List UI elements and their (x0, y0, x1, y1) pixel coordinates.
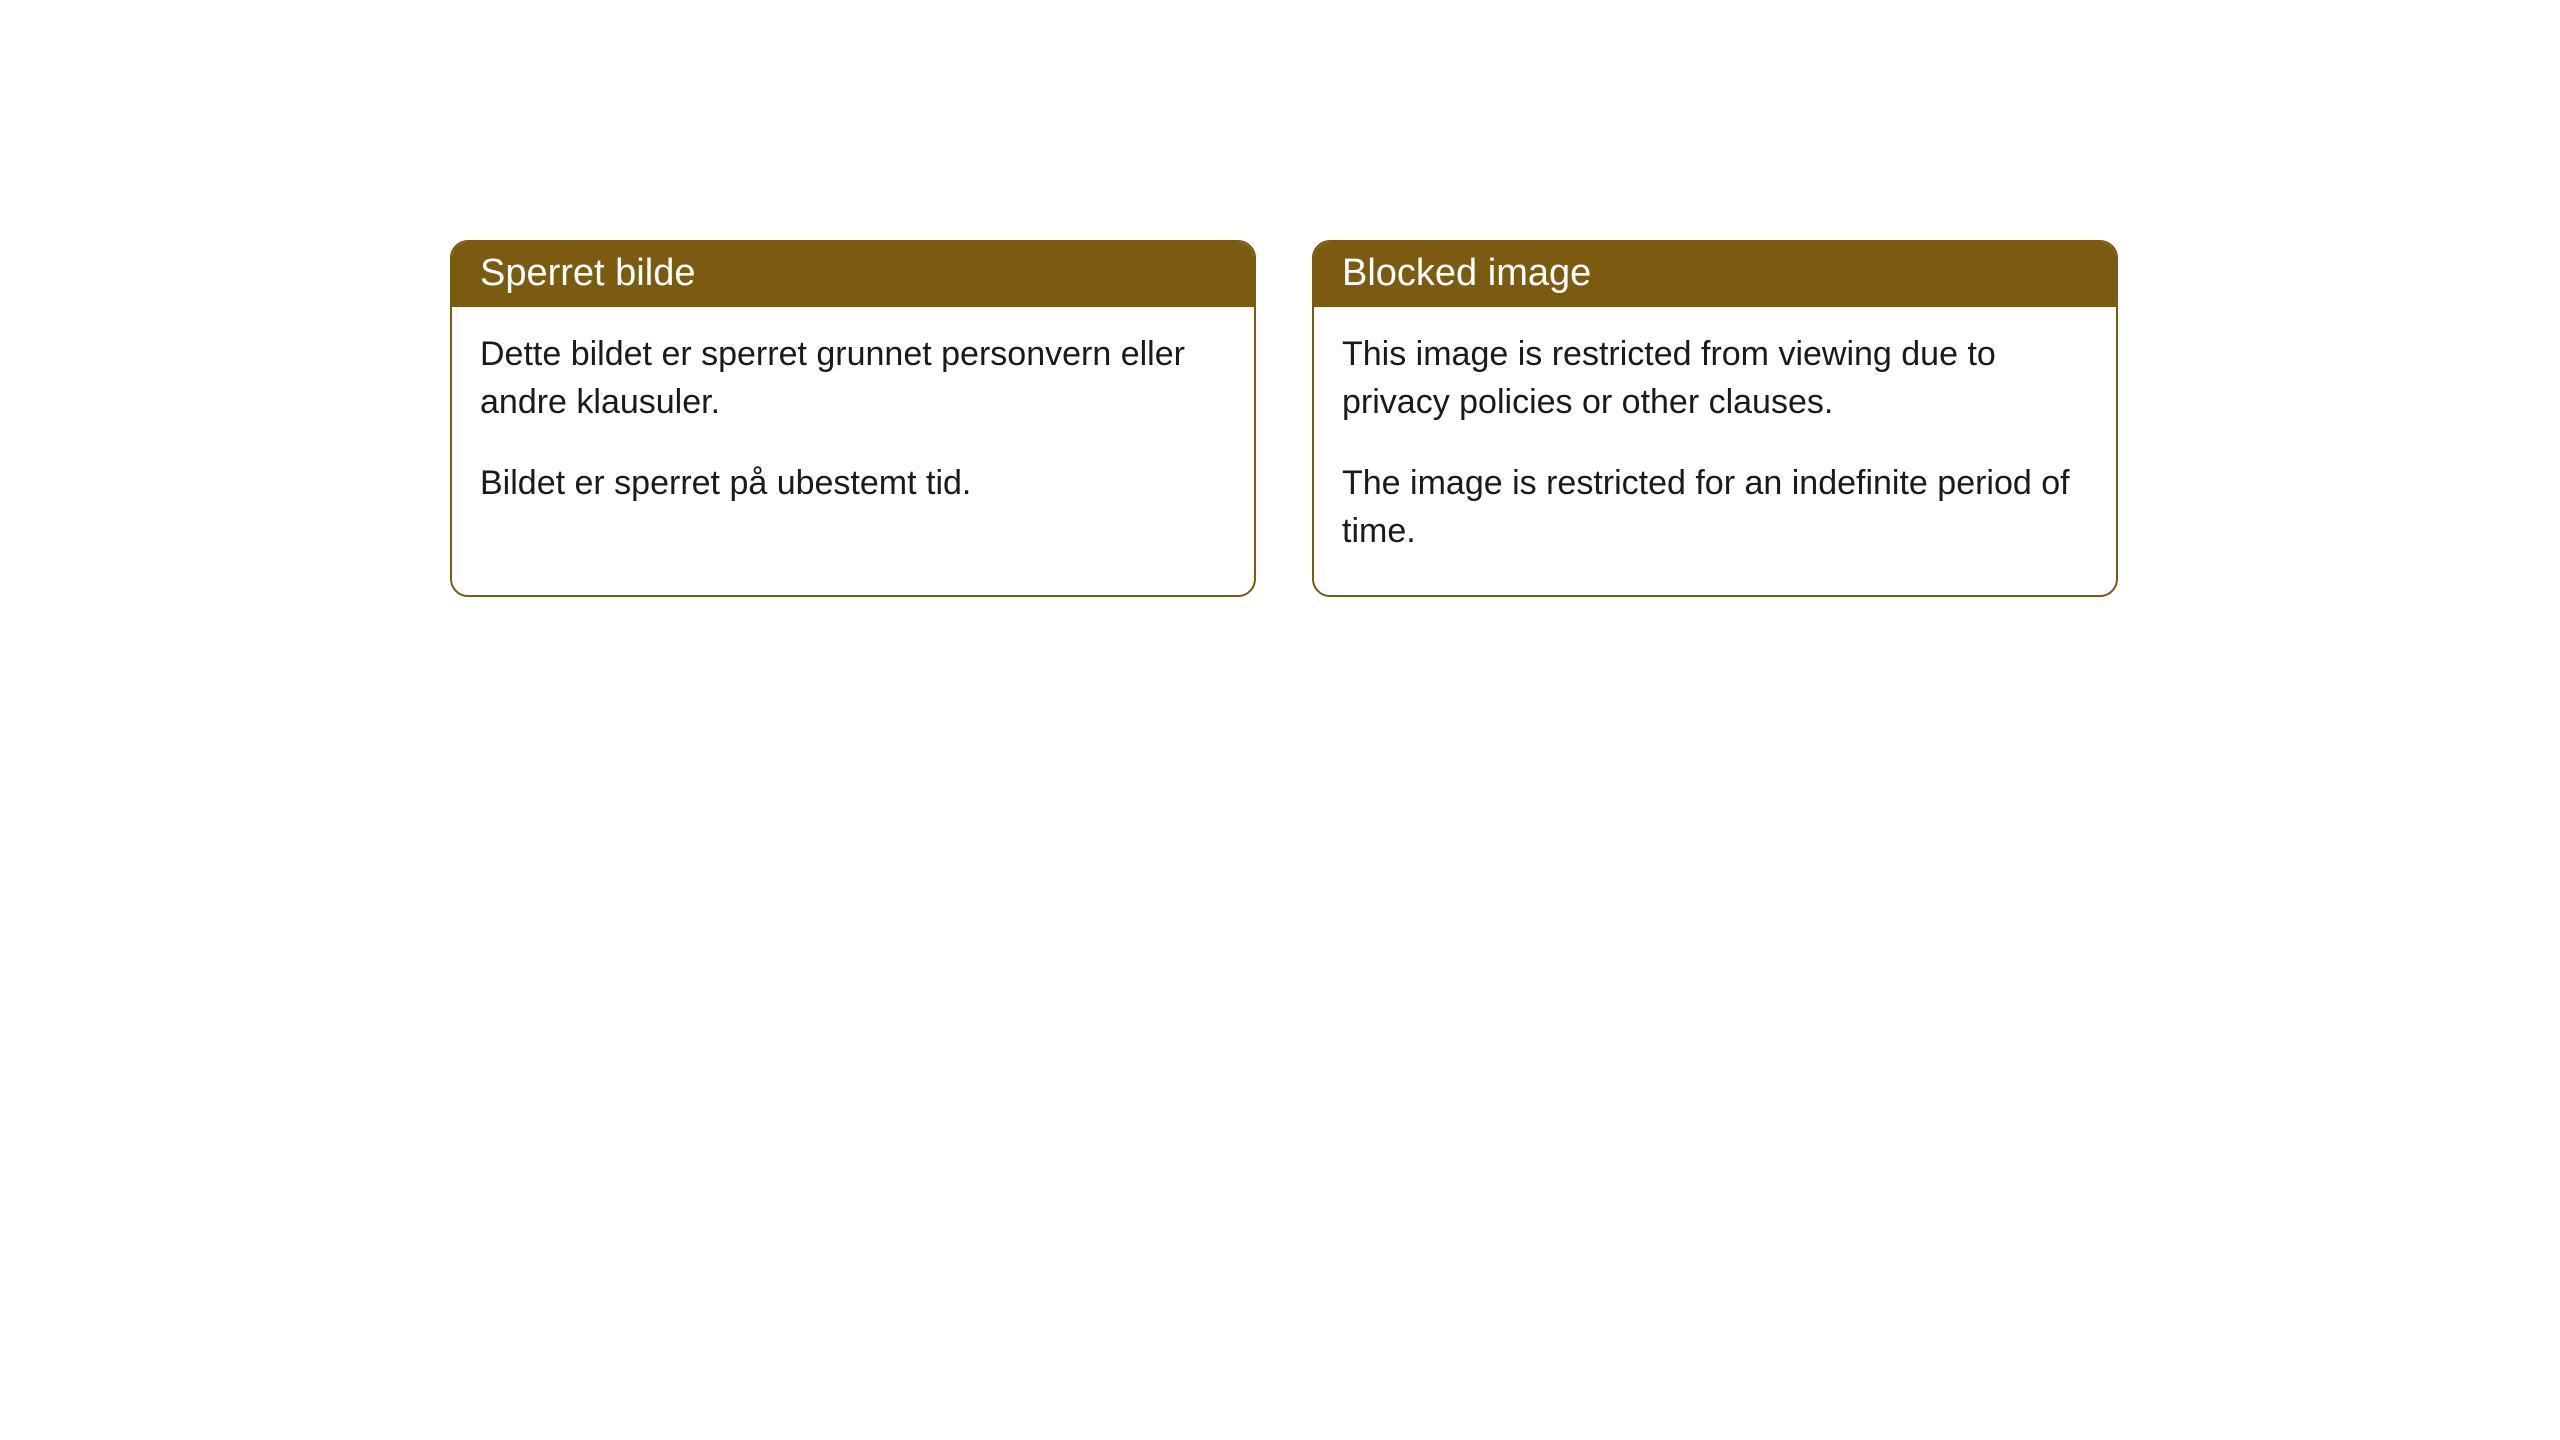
card-header: Blocked image (1314, 242, 2116, 307)
notice-cards-container: Sperret bilde Dette bildet er sperret gr… (450, 240, 2118, 597)
card-body: Dette bildet er sperret grunnet personve… (452, 307, 1254, 548)
card-body-paragraph: The image is restricted for an indefinit… (1342, 460, 2088, 555)
notice-card-norwegian: Sperret bilde Dette bildet er sperret gr… (450, 240, 1256, 597)
card-header: Sperret bilde (452, 242, 1254, 307)
card-body-paragraph: Bildet er sperret på ubestemt tid. (480, 460, 1226, 508)
card-body: This image is restricted from viewing du… (1314, 307, 2116, 595)
card-body-paragraph: This image is restricted from viewing du… (1342, 331, 2088, 426)
card-body-paragraph: Dette bildet er sperret grunnet personve… (480, 331, 1226, 426)
notice-card-english: Blocked image This image is restricted f… (1312, 240, 2118, 597)
